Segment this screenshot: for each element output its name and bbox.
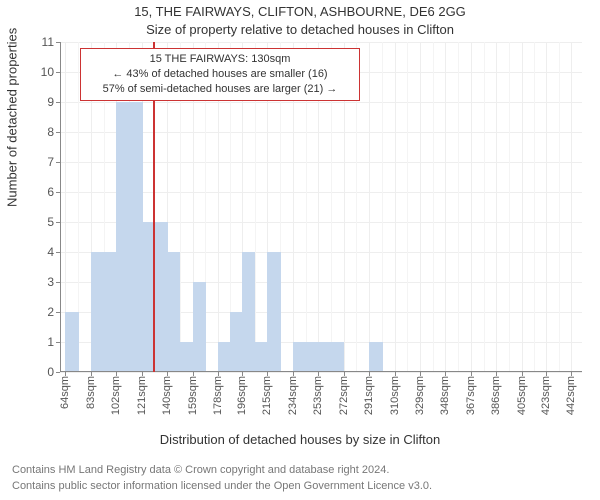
x-tick-label: 121sqm xyxy=(136,376,148,415)
bar xyxy=(65,312,78,372)
bar xyxy=(193,282,206,372)
bar xyxy=(267,252,280,372)
bar xyxy=(167,252,180,372)
callout-line-2: ← 43% of detached houses are smaller (16… xyxy=(89,67,351,82)
y-axis-line xyxy=(60,42,61,372)
x-tick-label: 367sqm xyxy=(465,376,477,415)
x-tick-label: 423sqm xyxy=(540,376,552,415)
x-tick-label: 102sqm xyxy=(110,376,122,415)
y-tick-label: 10 xyxy=(41,65,54,79)
plot-area: 15 THE FAIRWAYS: 130sqm ← 43% of detache… xyxy=(60,42,582,372)
x-tick-label: 234sqm xyxy=(287,376,299,415)
marker-callout: 15 THE FAIRWAYS: 130sqm ← 43% of detache… xyxy=(80,48,360,101)
y-tick-label: 4 xyxy=(47,245,54,259)
x-tick-label: 83sqm xyxy=(85,376,97,409)
footer-line-1: Contains HM Land Registry data © Crown c… xyxy=(12,463,432,478)
x-tick-label: 291sqm xyxy=(363,376,375,415)
bar xyxy=(369,342,382,372)
y-tick-label: 11 xyxy=(42,35,54,49)
x-tick-label: 329sqm xyxy=(414,376,426,415)
x-tick-label: 405sqm xyxy=(516,376,528,415)
x-tick-label: 310sqm xyxy=(389,376,401,415)
x-tick-label: 196sqm xyxy=(236,376,248,415)
y-tick-label: 0 xyxy=(47,365,54,379)
bar xyxy=(305,342,318,372)
callout-line-1: 15 THE FAIRWAYS: 130sqm xyxy=(89,52,351,67)
bar xyxy=(91,252,104,372)
callout-line-3: 57% of semi-detached houses are larger (… xyxy=(89,82,351,97)
bar xyxy=(116,102,129,372)
bar xyxy=(330,342,343,372)
y-tick-label: 7 xyxy=(47,155,54,169)
x-tick-label: 253sqm xyxy=(312,376,324,415)
title-line-1: 15, THE FAIRWAYS, CLIFTON, ASHBOURNE, DE… xyxy=(0,4,600,19)
y-tick-label: 2 xyxy=(47,305,54,319)
x-tick-label: 348sqm xyxy=(439,376,451,415)
y-tick-label: 1 xyxy=(47,335,54,349)
x-tick-label: 215sqm xyxy=(261,376,273,415)
y-tick-label: 8 xyxy=(47,125,54,139)
x-tick-label: 386sqm xyxy=(490,376,502,415)
x-tick-label: 140sqm xyxy=(161,376,173,415)
bar xyxy=(242,252,255,372)
x-tick-label: 178sqm xyxy=(212,376,224,415)
y-tick-label: 3 xyxy=(47,275,54,289)
y-tick-label: 6 xyxy=(47,185,54,199)
x-tick-label: 442sqm xyxy=(565,376,577,415)
chart-container: 15, THE FAIRWAYS, CLIFTON, ASHBOURNE, DE… xyxy=(0,0,600,500)
y-tick-label: 9 xyxy=(47,95,54,109)
x-tick-label: 272sqm xyxy=(338,376,350,415)
footer-line-2: Contains public sector information licen… xyxy=(12,479,432,494)
x-axis-label: Distribution of detached houses by size … xyxy=(0,432,600,447)
footer: Contains HM Land Registry data © Crown c… xyxy=(12,463,432,494)
y-tick-label: 5 xyxy=(47,215,54,229)
y-axis-label: Number of detached properties xyxy=(5,28,20,207)
x-tick-label: 159sqm xyxy=(187,376,199,415)
x-axis-line xyxy=(60,371,582,372)
x-tick-label: 64sqm xyxy=(59,376,71,409)
title-line-2: Size of property relative to detached ho… xyxy=(0,22,600,37)
